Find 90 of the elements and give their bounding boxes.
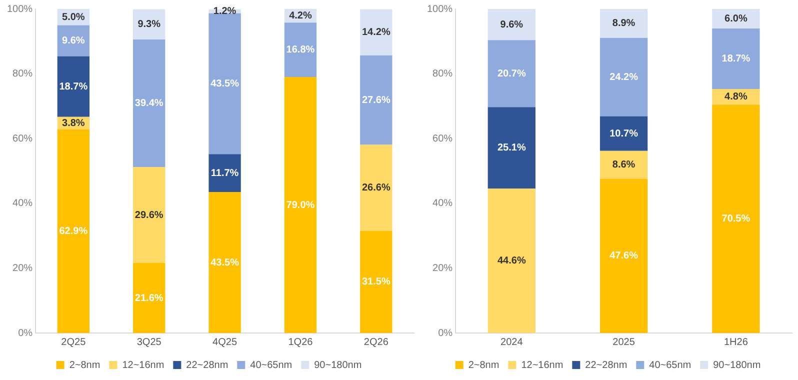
data-label: 6.0% <box>724 13 748 24</box>
legend-label: 2~8nm <box>468 360 500 371</box>
bar <box>488 9 536 40</box>
bar <box>712 28 760 90</box>
data-label: 9.6% <box>62 36 85 46</box>
data-label: 14.2% <box>362 27 390 38</box>
legend-label: 40~65nm <box>250 360 292 371</box>
y-tick-label: 60% <box>432 133 453 144</box>
bar <box>133 39 166 168</box>
bar <box>133 263 166 333</box>
data-label: 47.6% <box>610 250 638 262</box>
bar <box>488 188 536 333</box>
y-tick-label: 80% <box>432 68 453 80</box>
data-label: 20.7% <box>497 68 526 80</box>
bar <box>488 40 536 108</box>
bar <box>712 104 760 333</box>
bar <box>600 116 648 151</box>
y-tick-label: 20% <box>12 262 33 274</box>
y-tick-label: 100% <box>427 4 453 15</box>
bar <box>600 9 648 38</box>
y-tick-label: 80% <box>12 68 33 80</box>
bar <box>133 167 166 264</box>
y-tick-label: 40% <box>432 198 453 210</box>
y-tick-label: 0% <box>18 328 33 339</box>
y-tick-label: 20% <box>432 262 453 274</box>
x-tick-label: 4Q25 <box>212 336 238 348</box>
x-tick-label: 2025 <box>612 336 636 348</box>
data-label: 44.6% <box>497 256 526 266</box>
legend-label: 90~180nm <box>314 360 362 371</box>
bar <box>284 77 317 333</box>
data-label: 43.5% <box>210 78 240 90</box>
x-tick-label: 1H26 <box>724 336 748 348</box>
data-label: 5.0% <box>62 12 85 23</box>
legend-label: 40~65nm <box>649 360 692 371</box>
x-tick-label: 2Q25 <box>61 336 86 348</box>
data-label: 43.5% <box>210 257 240 268</box>
bar <box>360 9 392 56</box>
bar <box>57 25 90 56</box>
data-label: 25.1% <box>497 142 526 154</box>
data-label: 1.2% <box>213 6 236 18</box>
legend-label: 2~8nm <box>69 360 100 371</box>
data-label: 9.6% <box>500 19 524 30</box>
data-label: 18.7% <box>59 81 88 92</box>
y-tick-label: 100% <box>7 4 33 15</box>
data-label: 18.7% <box>722 53 750 64</box>
bar <box>284 22 317 78</box>
data-label: 11.7% <box>210 168 239 179</box>
data-label: 79.0% <box>286 200 315 211</box>
data-label: 10.7% <box>610 128 638 140</box>
data-label: 3.8% <box>62 118 85 129</box>
x-tick-label: 2Q26 <box>364 336 389 348</box>
data-label: 9.3% <box>138 19 161 30</box>
x-tick-label: 3Q25 <box>136 336 162 348</box>
data-label: 8.9% <box>612 18 636 30</box>
bar <box>360 55 392 145</box>
y-tick-label: 40% <box>12 198 33 210</box>
bar <box>712 9 760 28</box>
legend-label: 12~16nm <box>521 360 564 371</box>
data-label: 27.6% <box>362 94 390 106</box>
data-label: 70.5% <box>722 214 750 225</box>
bar <box>600 150 648 179</box>
bar <box>208 154 241 192</box>
data-label: 8.6% <box>612 160 636 171</box>
bar <box>57 56 90 117</box>
bar <box>600 178 648 333</box>
data-label: 29.6% <box>134 210 164 221</box>
bar <box>208 192 241 333</box>
data-label: 21.6% <box>134 292 164 304</box>
bar <box>360 144 392 231</box>
x-tick-label: 2024 <box>500 336 524 348</box>
data-label: 16.8% <box>286 44 315 56</box>
data-label: 4.2% <box>289 10 312 22</box>
data-label: 24.2% <box>610 72 638 83</box>
legend-label: 12~16nm <box>122 360 164 371</box>
data-label: 39.4% <box>134 98 164 110</box>
y-tick-label: 0% <box>438 328 453 339</box>
legend-label: 22~28nm <box>186 360 228 371</box>
y-tick-label: 60% <box>12 133 33 144</box>
data-label: 62.9% <box>59 226 88 237</box>
data-label: 4.8% <box>724 92 748 103</box>
x-tick-label: 1Q26 <box>288 336 314 348</box>
bar <box>488 107 536 188</box>
legend-label: 22~28nm <box>585 360 628 371</box>
bar <box>600 38 648 116</box>
data-label: 26.6% <box>362 182 390 194</box>
bar <box>208 13 241 154</box>
bar <box>57 129 90 333</box>
legend-label: 90~180nm <box>713 360 761 371</box>
bar <box>360 230 392 333</box>
data-label: 31.5% <box>362 276 390 288</box>
